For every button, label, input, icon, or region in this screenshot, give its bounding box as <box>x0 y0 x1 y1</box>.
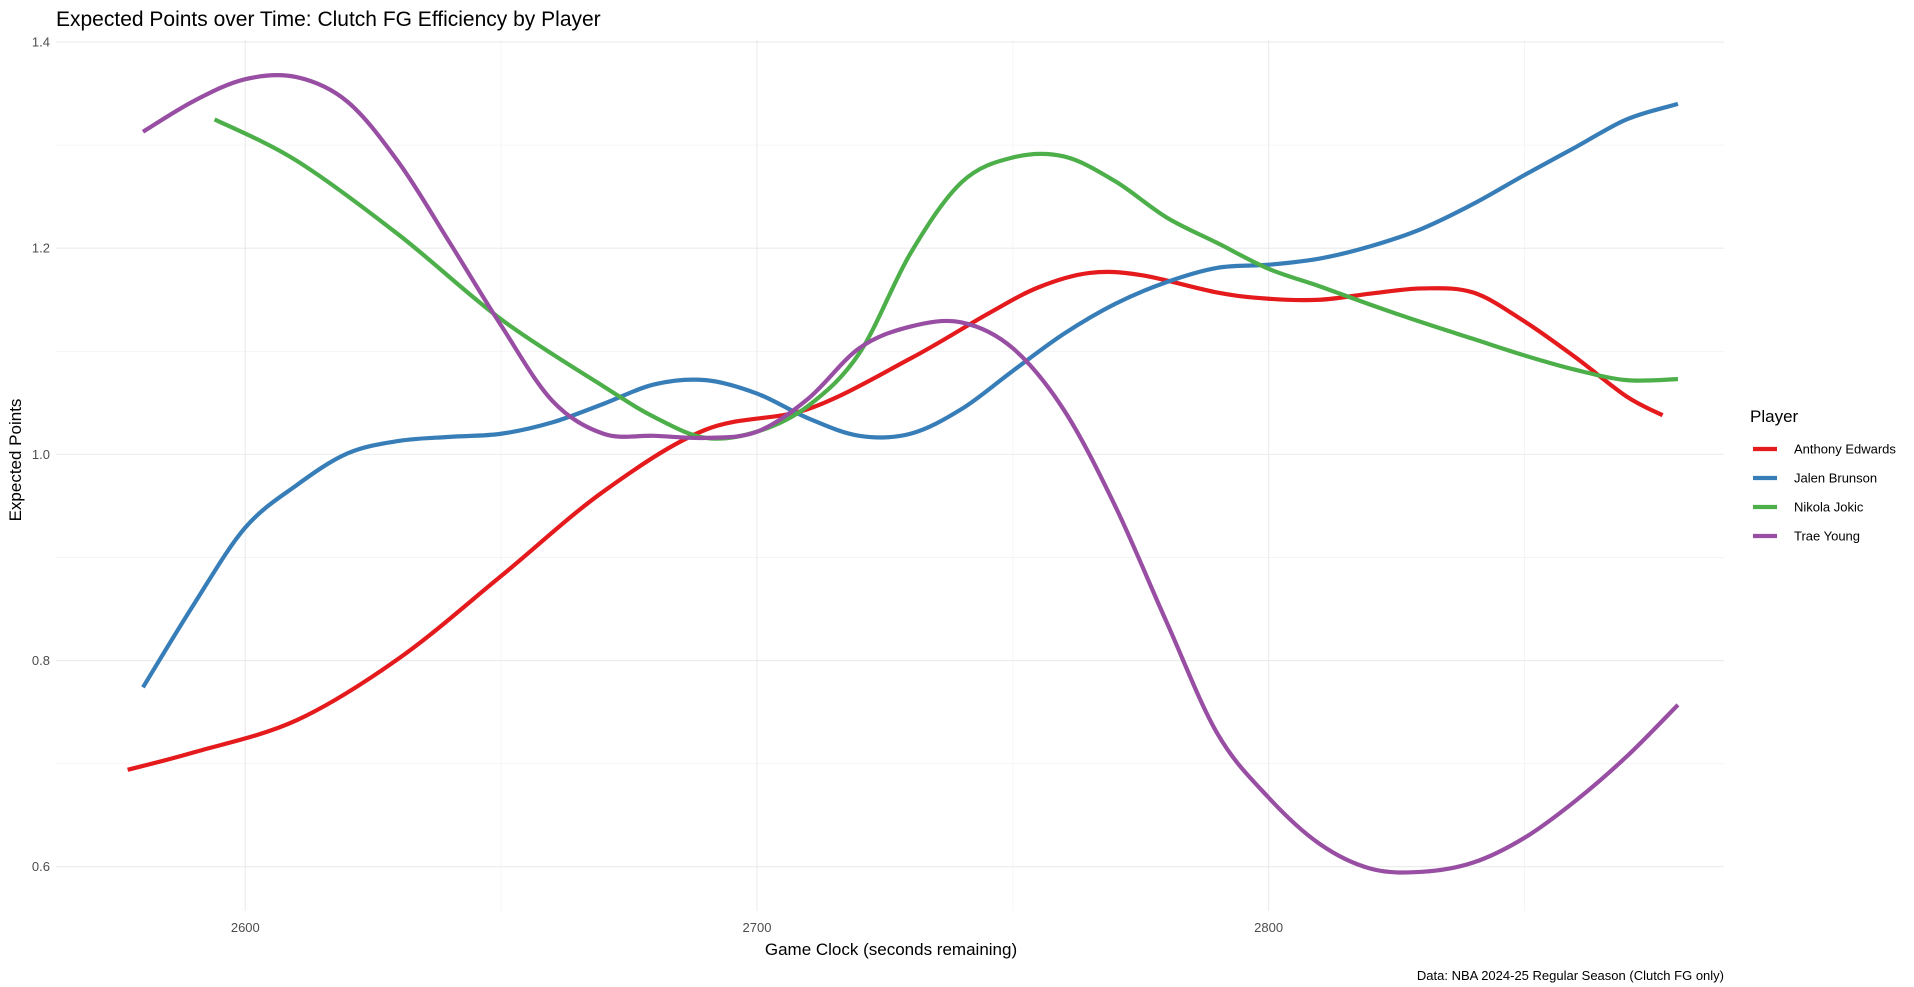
series-line-nikola-jokic <box>213 117 1679 441</box>
series-line-jalen-brunson <box>141 101 1679 689</box>
y-axis: 0.6 0.8 1.0 1.2 1.4 <box>32 35 50 875</box>
data-source-caption: Data: NBA 2024-25 Regular Season (Clutch… <box>1417 968 1724 983</box>
legend-item-nikola-jokic: Nikola Jokic <box>1753 500 1864 515</box>
x-tick-label: 2800 <box>1254 920 1283 935</box>
series-line-trae-young <box>141 72 1680 875</box>
y-tick-label: 1.2 <box>32 241 50 256</box>
x-axis: 2600 2700 2800 <box>231 920 1283 935</box>
y-tick-label: 1.0 <box>32 447 50 462</box>
x-tick-label: 2700 <box>743 920 772 935</box>
series-lines <box>127 72 1680 875</box>
legend-title: Player <box>1750 407 1799 426</box>
legend-label: Anthony Edwards <box>1794 442 1896 457</box>
x-axis-title: Game Clock (seconds remaining) <box>765 940 1017 959</box>
grid <box>56 40 1724 911</box>
legend-item-jalen-brunson: Jalen Brunson <box>1753 471 1877 486</box>
y-tick-label: 1.4 <box>32 35 50 50</box>
legend-items: Anthony Edwards Jalen Brunson Nikola Jokic… <box>1753 442 1896 544</box>
y-axis-title: Expected Points <box>6 399 25 522</box>
legend-item-anthony-edwards: Anthony Edwards <box>1753 442 1896 457</box>
y-tick-label: 0.8 <box>32 653 50 668</box>
x-tick-label: 2600 <box>231 920 260 935</box>
legend-item-trae-young: Trae Young <box>1753 529 1860 544</box>
y-tick-label: 0.6 <box>32 859 50 874</box>
series-line-anthony-edwards <box>127 269 1664 772</box>
legend-label: Trae Young <box>1794 529 1860 544</box>
legend-label: Jalen Brunson <box>1794 471 1877 486</box>
legend-label: Nikola Jokic <box>1794 500 1864 515</box>
legend: Player Anthony Edwards Jalen Brunson Nikol… <box>1750 407 1896 544</box>
chart-title: Expected Points over Time: Clutch FG Eff… <box>56 8 601 31</box>
